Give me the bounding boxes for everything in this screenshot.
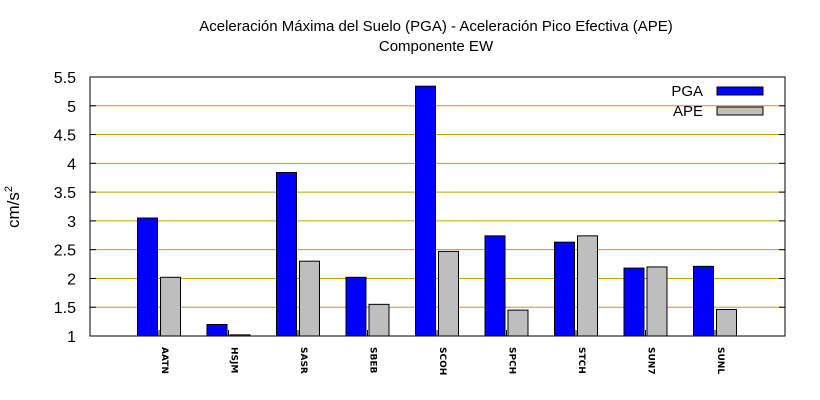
y-axis-unit: cm/s — [4, 192, 23, 228]
x-tick-label-aatn: AATN — [159, 347, 169, 374]
y-ticks: 1 1.5 2 2.5 3 3.5 4 4.5 5 5.5 — [54, 70, 785, 346]
y-tick-label: 5.5 — [54, 70, 76, 87]
bar-ape-sunl — [716, 309, 737, 337]
bar-ape-stch — [577, 235, 598, 337]
y-tick-label: 3.5 — [54, 185, 76, 202]
bar-pga-sbeb — [345, 276, 367, 337]
bar-ape-aatn — [160, 276, 181, 337]
x-tick-label-spch: SPCH — [507, 347, 517, 374]
bar-pga-spch — [484, 235, 506, 337]
y-tick-label: 2.5 — [54, 243, 76, 260]
bar-pga-sasr — [276, 172, 297, 337]
x-tick-label-hsjm: HSJM — [229, 347, 239, 373]
bar-pga-scoh — [415, 85, 436, 337]
x-ticks: AATN HSJM SASR SBEB SCOH SPCH STCH SUN7 SUNL — [158, 330, 725, 375]
bar-pga-sun7 — [623, 267, 645, 337]
y-tick-label: 1.5 — [54, 300, 76, 317]
y-tick-label: 3 — [67, 214, 76, 231]
x-tick-label-scoh: SCOH — [437, 347, 447, 375]
x-tick-label-sbeb: SBEB — [368, 347, 378, 373]
x-tick-label-sasr: SASR — [298, 347, 308, 374]
y-tick-label: 2 — [67, 271, 76, 288]
y-tick-label: 1 — [67, 329, 76, 346]
bar-ape-scoh — [438, 250, 459, 337]
bar-pga-sunl — [693, 265, 714, 337]
x-tick-label-sunl: SUNL — [715, 347, 725, 374]
bar-ape-sbeb — [368, 303, 390, 337]
legend-swatch-ape — [716, 106, 764, 116]
y-tick-label: 5 — [67, 99, 76, 116]
y-tick-label: 4 — [67, 156, 76, 173]
bar-ape-sun7 — [646, 266, 668, 337]
bar-ape-sasr — [299, 260, 320, 337]
grid-lines — [90, 105, 785, 308]
x-tick-label-sun7: SUN7 — [646, 347, 656, 375]
bars — [137, 85, 737, 337]
bar-ape-spch — [507, 309, 529, 337]
chart-title: Aceleración Máxima del Suelo (PGA) - Ace… — [199, 18, 673, 35]
bar-pga-stch — [554, 241, 575, 337]
y-axis-unit-exponent: 2 — [3, 186, 15, 192]
legend-label-pga: PGA — [671, 83, 703, 100]
chart-subtitle: Componente EW — [379, 38, 494, 55]
legend-label-ape: APE — [673, 103, 703, 120]
legend-swatch-pga — [716, 86, 764, 96]
y-tick-label: 4.5 — [54, 128, 76, 145]
legend: PGA APE — [671, 83, 764, 120]
y-axis-label: cm/s2 — [3, 186, 23, 228]
x-tick-label-stch: STCH — [576, 347, 586, 374]
bar-pga-aatn — [137, 217, 158, 337]
bar-pga-hsjm — [206, 323, 228, 337]
